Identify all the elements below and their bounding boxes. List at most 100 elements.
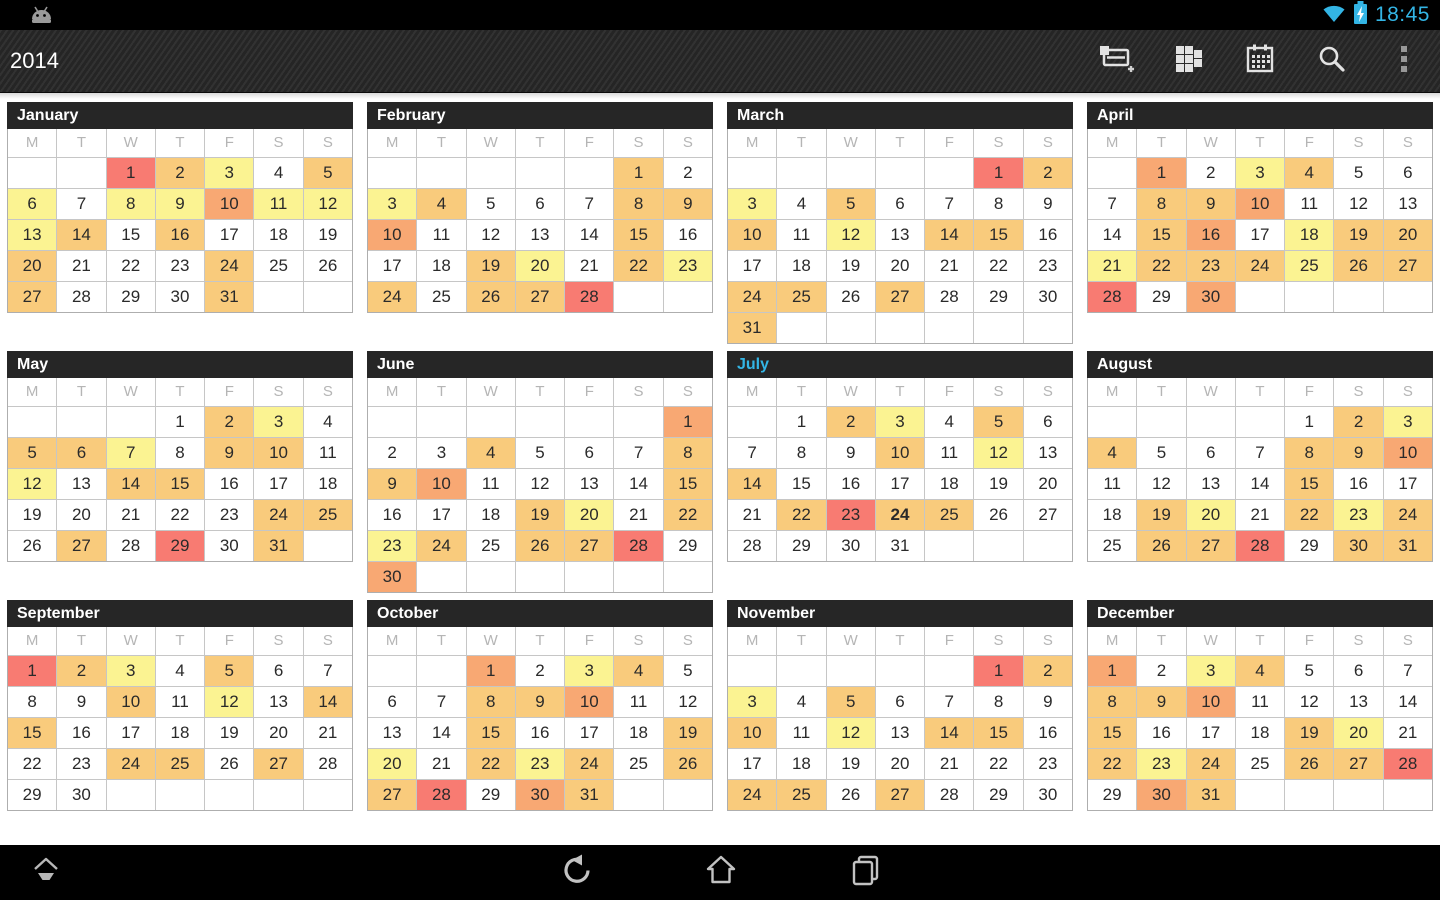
day-cell[interactable]: 18 [925, 469, 974, 499]
day-cell[interactable]: 9 [368, 469, 417, 499]
day-cell[interactable]: 22 [155, 500, 205, 530]
day-cell[interactable]: 28 [1383, 749, 1432, 779]
day-cell[interactable]: 4 [1235, 656, 1285, 686]
day-cell[interactable]: 7 [925, 189, 974, 219]
day-cell[interactable]: 16 [1023, 220, 1072, 250]
day-cell[interactable]: 12 [515, 469, 565, 499]
day-cell[interactable]: 2 [826, 407, 875, 437]
day-cell[interactable]: 5 [826, 189, 875, 219]
day-cell[interactable]: 12 [826, 220, 875, 250]
day-cell[interactable]: 4 [614, 656, 663, 686]
day-cell[interactable]: 10 [417, 469, 466, 499]
day-cell[interactable]: 8 [777, 438, 826, 468]
day-cell[interactable]: 18 [777, 749, 826, 779]
day-cell[interactable]: 11 [777, 220, 826, 250]
day-cell[interactable]: 16 [1186, 220, 1235, 250]
day-cell[interactable]: 22 [974, 251, 1023, 281]
day-cell[interactable]: 19 [1137, 500, 1186, 530]
day-cell[interactable]: 8 [1285, 438, 1334, 468]
day-cell[interactable]: 17 [368, 251, 417, 281]
month-title[interactable]: August [1087, 351, 1433, 378]
day-cell[interactable]: 23 [1023, 251, 1072, 281]
day-cell[interactable]: 6 [368, 687, 417, 717]
day-cell[interactable]: 2 [1334, 407, 1383, 437]
day-cell[interactable]: 25 [155, 749, 205, 779]
day-cell[interactable]: 30 [368, 562, 417, 592]
day-cell[interactable]: 10 [1186, 687, 1235, 717]
day-cell[interactable]: 8 [614, 189, 663, 219]
day-cell[interactable]: 30 [1334, 531, 1383, 561]
day-cell[interactable]: 26 [205, 749, 254, 779]
day-cell[interactable]: 25 [925, 500, 974, 530]
day-cell[interactable]: 20 [1186, 500, 1235, 530]
day-cell[interactable]: 18 [1235, 718, 1285, 748]
day-cell[interactable]: 12 [826, 718, 875, 748]
day-cell[interactable]: 14 [303, 687, 352, 717]
day-cell[interactable]: 22 [974, 749, 1023, 779]
day-cell[interactable]: 15 [974, 220, 1023, 250]
day-cell[interactable]: 12 [1137, 469, 1186, 499]
day-cell[interactable]: 1 [614, 158, 663, 188]
month-title[interactable]: March [727, 102, 1073, 129]
day-cell[interactable]: 6 [254, 656, 303, 686]
day-cell[interactable]: 2 [57, 656, 106, 686]
day-cell[interactable]: 21 [925, 749, 974, 779]
day-cell[interactable]: 29 [8, 780, 57, 810]
day-cell[interactable]: 9 [1023, 687, 1072, 717]
day-cell[interactable]: 29 [1137, 282, 1186, 312]
day-cell[interactable]: 8 [663, 438, 712, 468]
day-cell[interactable]: 22 [1137, 251, 1186, 281]
day-cell[interactable]: 11 [417, 220, 466, 250]
day-cell[interactable]: 22 [466, 749, 515, 779]
day-cell[interactable]: 29 [1088, 780, 1137, 810]
day-cell[interactable]: 31 [205, 282, 254, 312]
day-cell[interactable]: 9 [57, 687, 106, 717]
day-cell[interactable]: 30 [1023, 780, 1072, 810]
day-cell[interactable]: 1 [155, 407, 205, 437]
day-cell[interactable]: 4 [777, 687, 826, 717]
day-cell[interactable]: 26 [1334, 251, 1383, 281]
day-cell[interactable]: 1 [974, 656, 1023, 686]
day-cell[interactable]: 6 [57, 438, 106, 468]
day-cell[interactable]: 24 [205, 251, 254, 281]
day-cell[interactable]: 2 [663, 158, 712, 188]
day-cell[interactable]: 25 [1088, 531, 1137, 561]
day-cell[interactable]: 7 [303, 656, 352, 686]
hide-navbar-button[interactable] [14, 845, 78, 900]
day-cell[interactable]: 9 [1186, 189, 1235, 219]
day-cell[interactable]: 30 [515, 780, 565, 810]
day-cell[interactable]: 19 [515, 500, 565, 530]
day-cell[interactable]: 5 [1137, 438, 1186, 468]
day-cell[interactable]: 1 [974, 158, 1023, 188]
day-cell[interactable]: 13 [57, 469, 106, 499]
day-cell[interactable]: 15 [1285, 469, 1334, 499]
day-cell[interactable]: 16 [205, 469, 254, 499]
day-cell[interactable]: 15 [466, 718, 515, 748]
day-cell[interactable]: 5 [826, 687, 875, 717]
day-cell[interactable]: 11 [1088, 469, 1137, 499]
day-cell[interactable]: 21 [106, 500, 155, 530]
day-cell[interactable]: 17 [417, 500, 466, 530]
day-cell[interactable]: 5 [974, 407, 1023, 437]
day-cell[interactable]: 28 [106, 531, 155, 561]
day-cell[interactable]: 7 [417, 687, 466, 717]
recent-apps-button[interactable] [834, 845, 898, 900]
day-cell[interactable]: 27 [368, 780, 417, 810]
day-cell[interactable]: 2 [368, 438, 417, 468]
day-cell[interactable]: 24 [728, 780, 777, 810]
day-cell[interactable]: 16 [155, 220, 205, 250]
day-cell[interactable]: 15 [777, 469, 826, 499]
day-cell[interactable]: 25 [417, 282, 466, 312]
day-cell[interactable]: 17 [1186, 718, 1235, 748]
day-cell[interactable]: 27 [1023, 500, 1072, 530]
day-cell[interactable]: 23 [368, 531, 417, 561]
day-cell[interactable]: 24 [368, 282, 417, 312]
month-title[interactable]: February [367, 102, 713, 129]
day-cell[interactable]: 14 [1383, 687, 1432, 717]
day-cell[interactable]: 26 [466, 282, 515, 312]
day-cell[interactable]: 24 [1383, 500, 1432, 530]
day-cell[interactable]: 4 [777, 189, 826, 219]
day-cell[interactable]: 4 [925, 407, 974, 437]
day-cell[interactable]: 29 [663, 531, 712, 561]
day-cell[interactable]: 20 [875, 251, 925, 281]
